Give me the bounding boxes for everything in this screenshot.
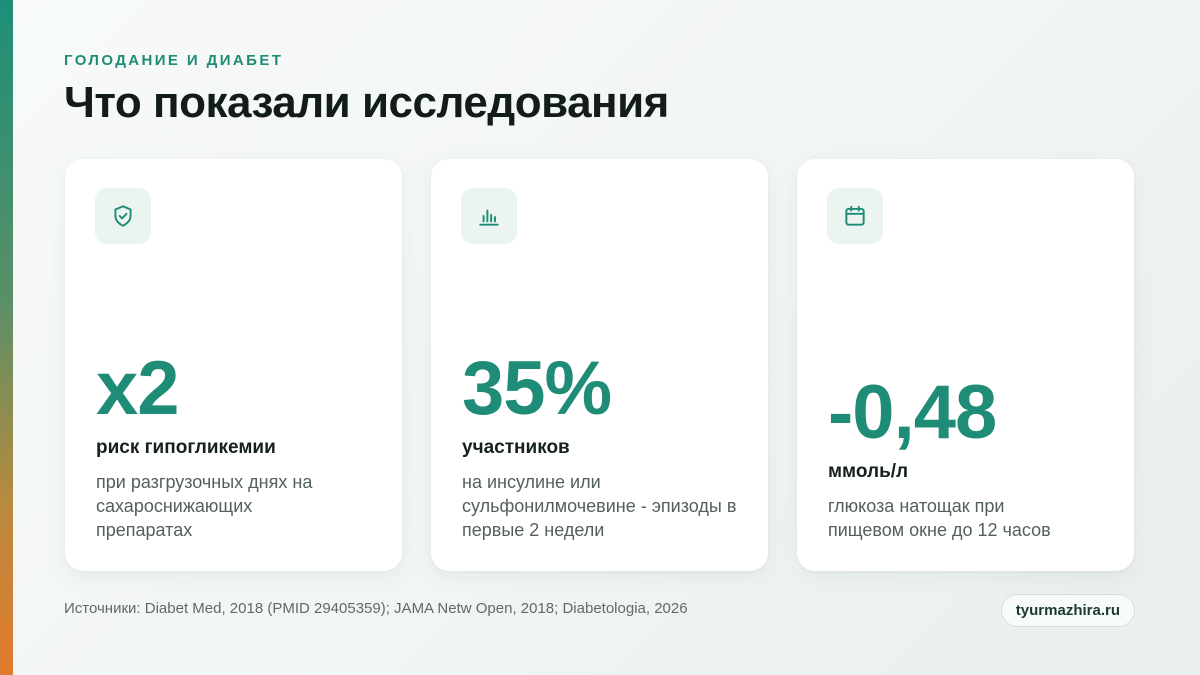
sources-note: Источники: Diabet Med, 2018 (PMID 294053…	[64, 600, 688, 617]
stat-value: 35%	[462, 346, 612, 432]
icon-box	[461, 188, 517, 244]
stat-card-participants: 35% участников на инсулине или сульфонил…	[431, 159, 768, 571]
stat-value: -0,48	[828, 370, 997, 456]
eyebrow: ГОЛОДАНИЕ И ДИАБЕТ	[64, 52, 284, 69]
accent-bar	[0, 0, 13, 675]
stat-description: на инсулине или сульфонилмочевине - эпиз…	[462, 472, 737, 541]
calendar-icon	[845, 205, 865, 226]
stat-card-hypoglycemia: x2 риск гипогликемии при разгрузочных дн…	[65, 159, 402, 571]
stat-label: ммоль/л	[828, 461, 909, 483]
card-body: x2 риск гипогликемии при разгрузочных дн…	[96, 351, 378, 543]
stat-label: участников	[462, 437, 570, 459]
card-body: 35% участников на инсулине или сульфонил…	[462, 351, 744, 543]
stat-description: глюкоза натощак при пищевом окне до 12 ч…	[828, 496, 1051, 541]
bar-chart-icon	[479, 209, 499, 226]
stat-description: при разгрузочных днях на сахароснижающих…	[96, 472, 313, 541]
page-title: Что показали исследования	[64, 78, 669, 127]
shield-check-icon	[114, 205, 132, 227]
stat-label: риск гипогликемии	[96, 437, 276, 459]
site-link[interactable]: tyurmazhira.ru	[1000, 594, 1135, 627]
stat-card-glucose: -0,48 ммоль/л глюкоза натощак при пищево…	[797, 159, 1134, 571]
stat-value: x2	[96, 346, 180, 432]
icon-box	[95, 188, 151, 244]
icon-box	[827, 188, 883, 244]
card-body: -0,48 ммоль/л глюкоза натощак при пищево…	[828, 375, 1110, 543]
stat-cards: x2 риск гипогликемии при разгрузочных дн…	[65, 159, 1134, 571]
